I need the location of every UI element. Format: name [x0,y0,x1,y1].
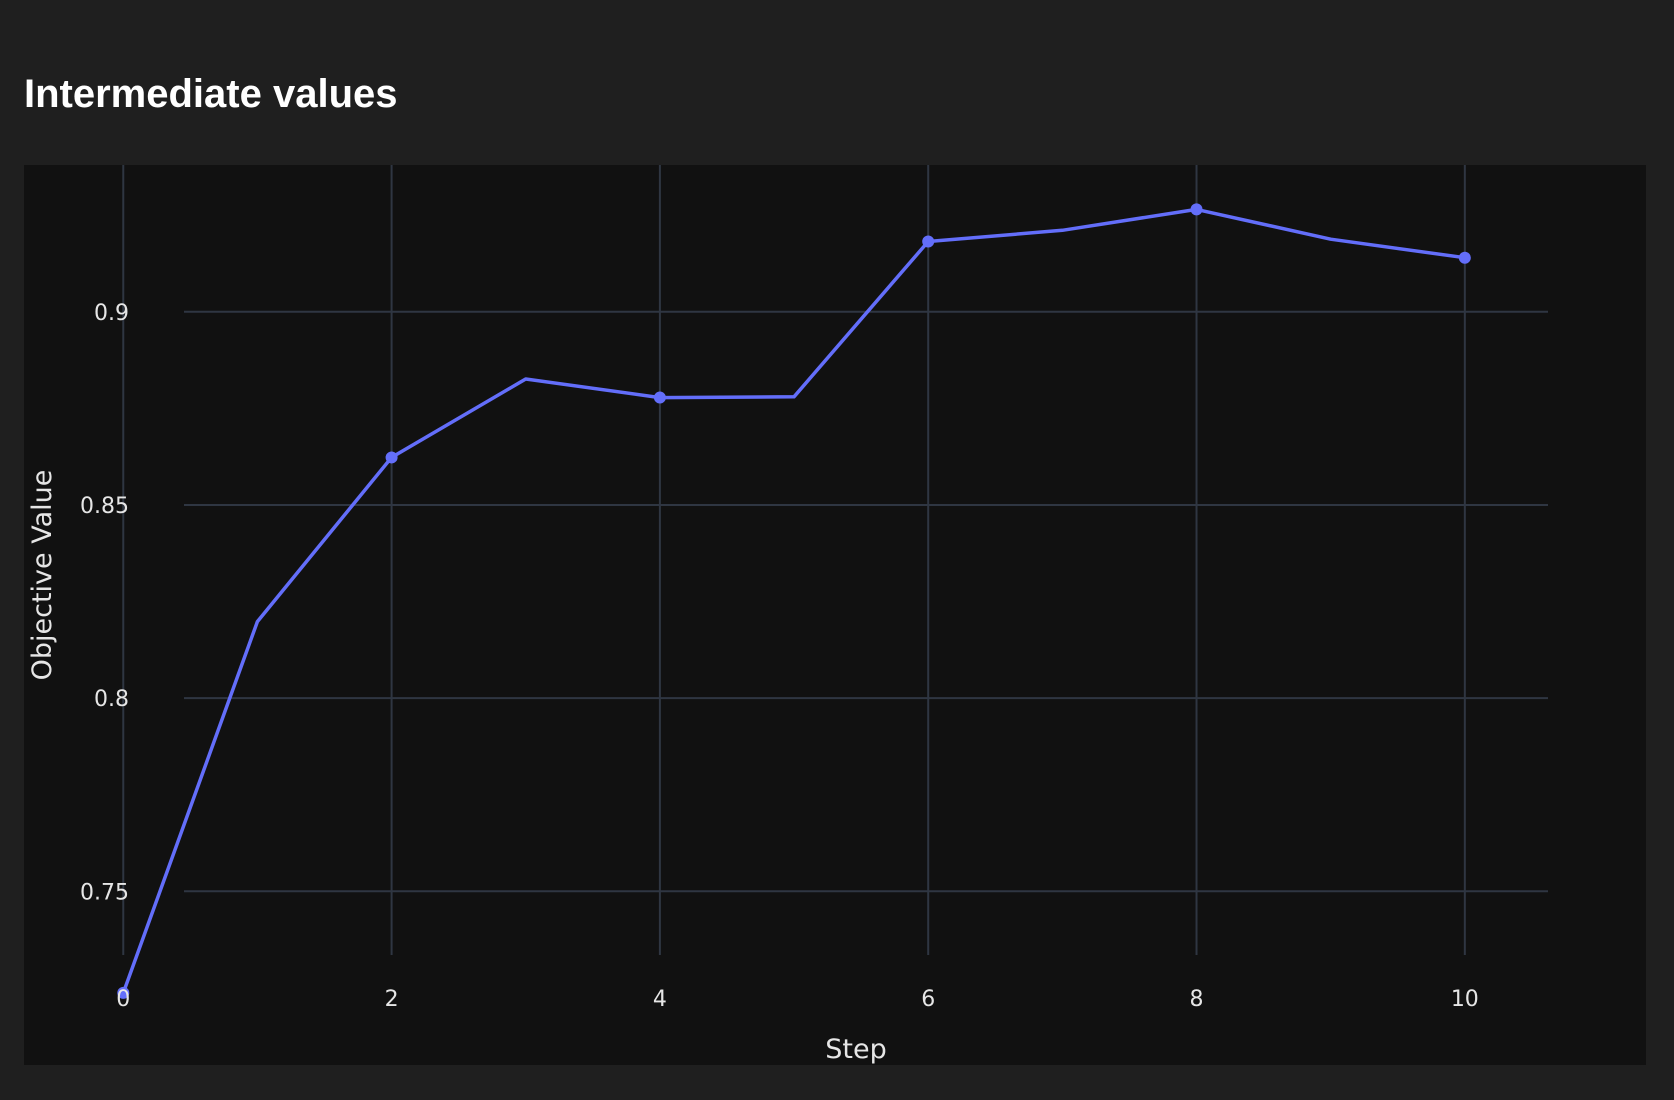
chart-panel: 0 2 4 6 8 10 0.75 0.8 0.85 0.9 Step Objective Value [24,165,1646,1065]
x-tick-label: 0 [116,987,130,1012]
x-tick-label: 10 [1451,987,1479,1012]
data-point [653,391,666,404]
grid-layer [122,165,1548,955]
intermediate-values-chart: 0 2 4 6 8 10 0.75 0.8 0.85 0.9 Step Objective Value [27,165,1548,1065]
x-tick-label: 4 [653,987,667,1012]
x-tick-label: 8 [1190,987,1204,1012]
y-tick-label: 0.8 [94,687,129,712]
y-axis-title: Objective Value [27,470,58,681]
label-layer: 0 2 4 6 8 10 0.75 0.8 0.85 0.9 Step Objective Value [27,301,1479,1065]
chart-title: Intermediate values [24,72,398,116]
data-point [1458,251,1471,264]
x-tick-label: 2 [385,987,399,1012]
series-line [121,207,1467,995]
series-layer [117,203,1471,999]
data-point [1190,203,1203,216]
x-tick-label: 6 [921,987,935,1012]
data-point [922,235,935,248]
x-axis-title: Step [825,1034,886,1065]
y-tick-label: 0.75 [80,880,129,905]
y-tick-label: 0.9 [94,301,129,326]
y-tick-label: 0.85 [80,494,129,519]
data-point [385,451,398,464]
data-point [117,986,130,999]
